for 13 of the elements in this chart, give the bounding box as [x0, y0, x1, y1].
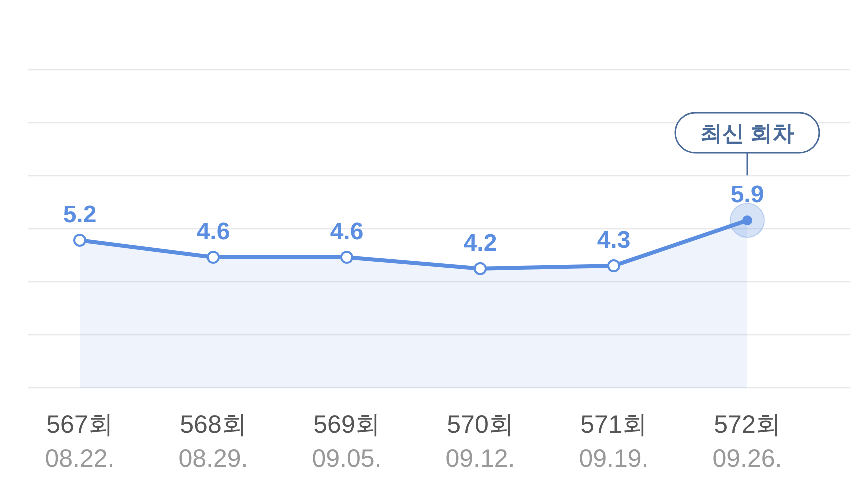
- data-label: 4.2: [464, 230, 498, 257]
- x-tick-label: 570회 09.12.: [446, 411, 516, 473]
- data-label: 5.9: [730, 182, 764, 209]
- data-label: 5.2: [63, 201, 97, 228]
- x-tick-label: 571회 09.19.: [579, 411, 649, 473]
- x-tick-label: 568회 08.29.: [178, 411, 248, 473]
- data-label: 4.6: [196, 218, 230, 246]
- x-tick-label: 572회 09.26.: [712, 411, 782, 473]
- data-label: 4.6: [330, 218, 364, 246]
- data-label: 4.3: [597, 227, 631, 254]
- text: 최신 회차: [700, 121, 795, 146]
- x-tick-label: 569회 09.05.: [312, 411, 382, 473]
- x-tick-label: 567회 08.22.: [45, 411, 115, 473]
